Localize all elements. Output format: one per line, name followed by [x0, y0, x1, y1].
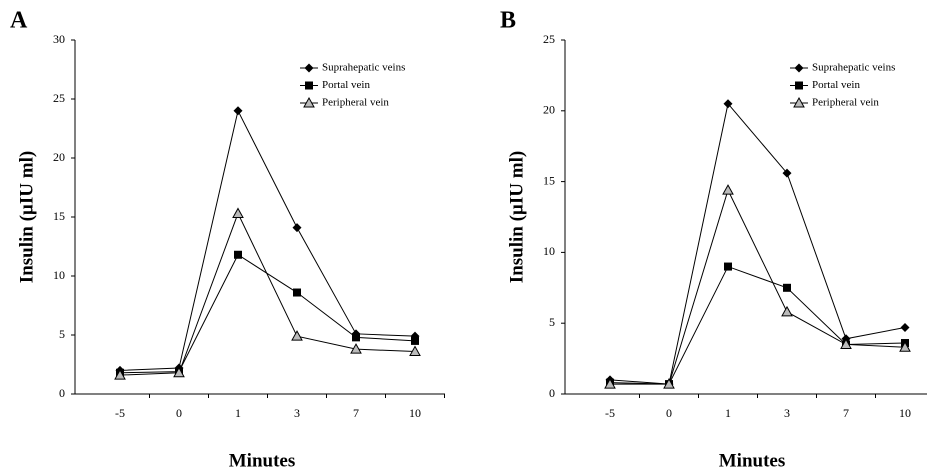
marker-triangle [781, 305, 793, 317]
marker-square [305, 81, 313, 90]
x-tick-label: -5 [605, 406, 615, 420]
marker-triangle [899, 341, 911, 352]
panel-label: A [10, 8, 28, 34]
x-tick-label: -5 [115, 406, 125, 420]
x-tick-label: 7 [353, 406, 359, 420]
series-line [119, 109, 416, 371]
y-tick-label: 15 [53, 209, 65, 223]
marker-triangle [604, 378, 616, 389]
x-tick-label: 0 [666, 406, 672, 420]
marker-triangle [173, 366, 185, 378]
x-tick-label: 10 [409, 406, 421, 420]
marker-square [234, 250, 242, 259]
legend-label: Portal vein [322, 79, 370, 91]
x-tick-label: 1 [725, 406, 731, 420]
y-tick-label: 5 [549, 315, 555, 329]
marker-diamond [794, 63, 804, 73]
y-axis-label: Insulin (µIU ml) [506, 151, 527, 283]
legend-label: Suprahepatic veins [322, 62, 405, 74]
marker-diamond [900, 322, 910, 332]
series-line [119, 254, 416, 374]
legend-label: Peripheral vein [812, 97, 879, 109]
y-tick-label: 20 [543, 103, 555, 117]
y-tick-label: 20 [53, 150, 65, 164]
marker-triangle [793, 96, 805, 108]
x-tick-label: 0 [176, 406, 182, 420]
marker-diamond [292, 223, 302, 233]
marker-diamond [723, 99, 733, 109]
x-tick-label: 3 [784, 406, 790, 420]
marker-diamond [304, 63, 314, 73]
marker-square [783, 283, 791, 292]
marker-triangle [409, 345, 421, 357]
marker-triangle [722, 184, 734, 195]
marker-square [293, 288, 301, 297]
marker-triangle [840, 338, 852, 349]
series-line [610, 188, 906, 385]
marker-triangle [303, 96, 315, 108]
marker-square [352, 333, 360, 342]
y-axis-label: Insulin (µIU ml) [16, 151, 37, 283]
marker-square [411, 336, 419, 345]
marker-triangle [291, 330, 303, 341]
y-tick-label: 25 [543, 32, 555, 46]
series-line [609, 102, 906, 385]
panel-label: B [500, 8, 516, 34]
x-tick-label: 10 [899, 406, 911, 420]
y-tick-label: 25 [53, 91, 65, 105]
marker-triangle [232, 207, 244, 218]
x-tick-label: 7 [843, 406, 849, 420]
x-tick-label: 3 [294, 406, 300, 420]
x-axis-label: Minutes [719, 450, 786, 471]
series-line [119, 212, 416, 376]
y-tick-label: 10 [53, 268, 65, 282]
y-tick-label: 10 [543, 244, 555, 258]
x-axis-label: Minutes [229, 450, 296, 471]
x-tick-label: 1 [235, 406, 241, 420]
marker-square [795, 81, 803, 90]
marker-triangle [663, 378, 675, 389]
marker-triangle [114, 369, 126, 380]
marker-triangle [350, 343, 362, 354]
legend-label: Peripheral vein [322, 97, 389, 109]
marker-square [724, 262, 732, 271]
y-tick-label: 30 [53, 32, 65, 46]
y-tick-label: 5 [59, 327, 65, 341]
y-tick-label: 0 [59, 386, 65, 400]
y-tick-label: 15 [543, 173, 555, 187]
series-line [609, 265, 906, 385]
y-tick-label: 0 [549, 386, 555, 400]
legend-label: Suprahepatic veins [812, 62, 895, 74]
marker-diamond [233, 106, 243, 116]
legend-label: Portal vein [812, 79, 860, 91]
marker-diamond [782, 168, 792, 178]
